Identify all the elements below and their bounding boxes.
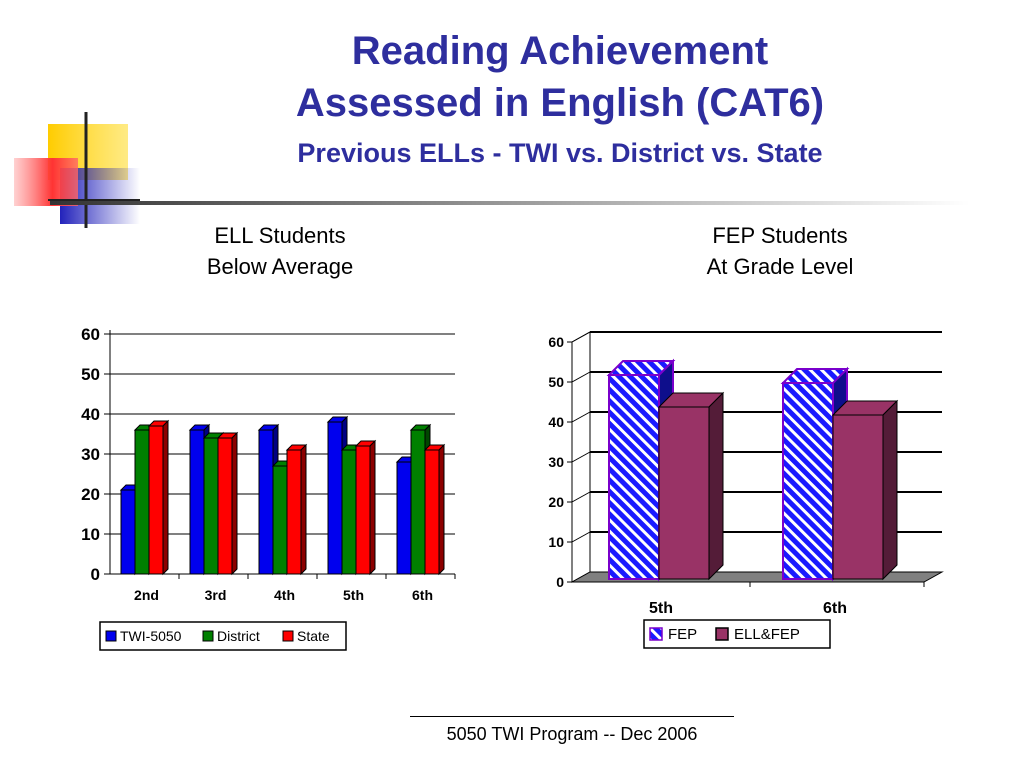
- left-chart-caption: ELL Students Below Average: [150, 220, 410, 282]
- bar-state-3rd: [216, 431, 239, 576]
- y-tick-label: 30: [548, 454, 564, 470]
- bar-ell-fep-6th: [831, 399, 899, 581]
- x-tick-label: 2nd: [134, 587, 159, 603]
- bar-state-4th: [285, 443, 308, 576]
- legend-swatch: [282, 630, 294, 642]
- y-tick-label: 60: [548, 334, 564, 350]
- y-tick-label: 50: [81, 365, 100, 384]
- gridline: [571, 371, 591, 383]
- title-line-2: Assessed in English (CAT6): [295, 81, 825, 125]
- gridline: [571, 331, 591, 343]
- legend-swatch: [715, 627, 729, 641]
- x-tick-label: 6th: [823, 600, 847, 617]
- gridline: [571, 531, 591, 543]
- title-divider: [50, 201, 970, 205]
- legend-label: State: [297, 628, 330, 644]
- ell-below-average-chart: 0 10 20 30 40 50 60 2nd 3rd 4th 5th 6th TWI-5050 Dist…: [81, 325, 456, 651]
- y-tick-label: 10: [81, 525, 100, 544]
- legend-swatch: [202, 630, 214, 642]
- y-tick-label: 0: [91, 565, 100, 584]
- legend: TWI-5050 District State: [99, 621, 347, 651]
- y-tick-label: 10: [548, 534, 564, 550]
- y-tick-label: 20: [81, 485, 100, 504]
- bar-state-5th: [354, 439, 377, 576]
- x-tick-label: 5th: [343, 587, 364, 603]
- bar-state-2nd: [147, 419, 170, 576]
- y-tick-label: 40: [548, 414, 564, 430]
- right-chart-caption: FEP Students At Grade Level: [650, 220, 910, 282]
- right-caption-line-1: FEP Students: [712, 223, 848, 248]
- y-tick-label: 40: [81, 405, 100, 424]
- decorative-logo: [14, 112, 140, 228]
- right-caption-line-2: At Grade Level: [706, 254, 854, 279]
- legend-label: ELL&FEP: [734, 626, 800, 643]
- title-line-1: Reading Achievement: [351, 29, 769, 73]
- gridline: [571, 451, 591, 463]
- legend-swatch: [105, 630, 117, 642]
- x-tick-label: 5th: [649, 600, 673, 617]
- legend-swatch: [649, 627, 663, 641]
- y-tick-label: 0: [556, 574, 564, 590]
- left-caption-line-1: ELL Students: [214, 223, 346, 248]
- x-tick-label: 4th: [274, 587, 295, 603]
- fep-grade-level-chart: 0 10 20 30 40 50 60 5th 6th FEP ELL&FEP: [548, 331, 944, 649]
- x-tick-label: 3rd: [205, 587, 227, 603]
- y-tick-label: 50: [548, 374, 564, 390]
- x-tick-label: 6th: [412, 587, 433, 603]
- subtitle: Previous ELLs - TWI vs. District vs. Sta…: [297, 138, 823, 168]
- footer-text: 5050 TWI Program -- Dec 2006: [446, 724, 698, 744]
- legend-label: FEP: [668, 626, 697, 643]
- legend-label: TWI-5050: [120, 628, 182, 644]
- legend-label: District: [217, 628, 260, 644]
- legend: FEP ELL&FEP: [643, 619, 831, 649]
- y-tick-label: 60: [81, 325, 100, 344]
- y-tick-label: 30: [81, 445, 100, 464]
- footer-divider: [410, 716, 734, 717]
- gridline: [571, 411, 591, 423]
- gridline: [571, 491, 591, 503]
- left-caption-line-2: Below Average: [206, 254, 354, 279]
- bar-state-6th: [423, 443, 446, 576]
- y-tick-label: 20: [548, 494, 564, 510]
- bar-ell-fep-5th: [657, 391, 725, 581]
